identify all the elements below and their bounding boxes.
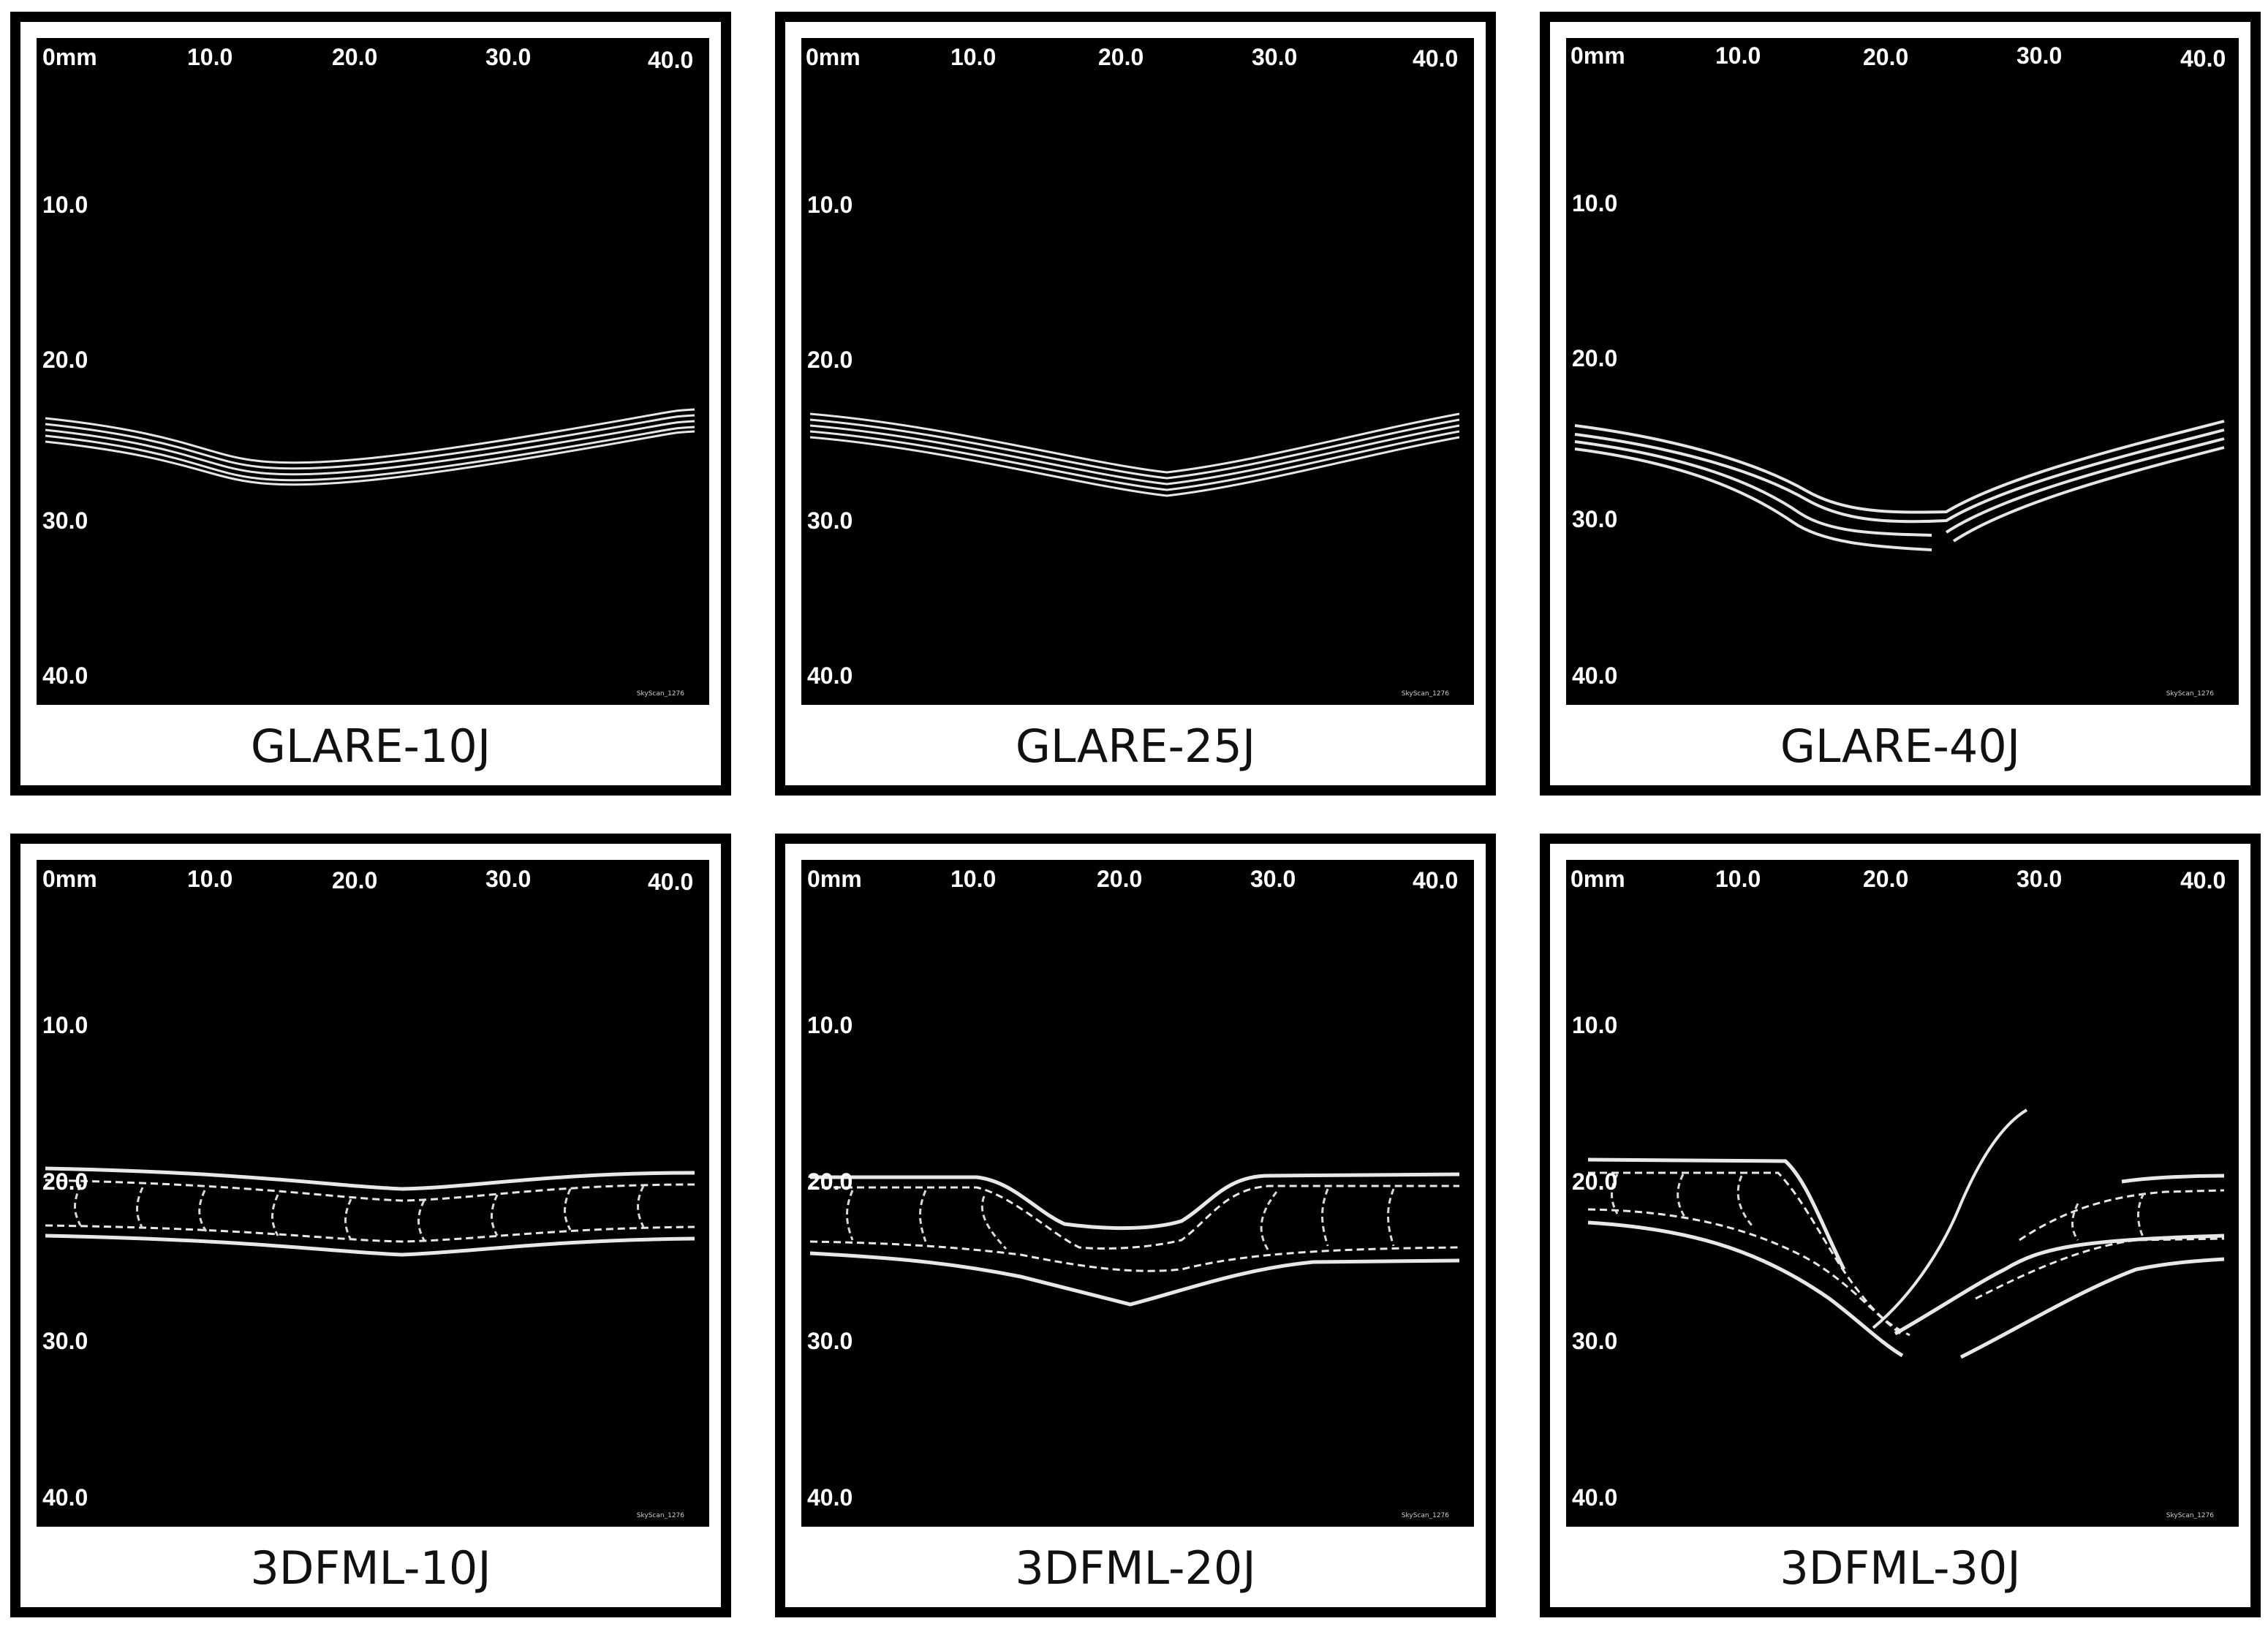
scanner-watermark: SkyScan_1276 bbox=[2166, 690, 2214, 698]
ct-cross-section bbox=[45, 408, 695, 486]
panel-3dfml-10j: 0mm 10.0 20.0 30.0 40.0 10.0 20.0 30.0 4… bbox=[10, 834, 731, 1617]
x-tick: 10.0 bbox=[950, 44, 997, 70]
panel-caption: 3DFML-10J bbox=[250, 1541, 491, 1595]
panel-3dfml-30j: 0mm 10.0 20.0 30.0 40.0 10.0 20.0 30.0 4… bbox=[1540, 834, 2261, 1617]
scanner-watermark: SkyScan_1276 bbox=[636, 1512, 684, 1519]
y-tick: 40.0 bbox=[42, 662, 88, 689]
y-tick: 30.0 bbox=[1572, 506, 1618, 532]
scanner-watermark: SkyScan_1276 bbox=[1401, 1512, 1449, 1519]
y-tick: 40.0 bbox=[807, 662, 853, 689]
y-tick: 10.0 bbox=[807, 1012, 853, 1038]
x-tick: 30.0 bbox=[2016, 866, 2063, 892]
y-tick: 30.0 bbox=[807, 507, 853, 534]
x-tick: 0mm bbox=[1570, 42, 1625, 69]
panel-caption: GLARE-25J bbox=[1015, 719, 1256, 773]
y-tick: 30.0 bbox=[1572, 1328, 1618, 1354]
panel-caption: 3DFML-20J bbox=[1015, 1541, 1256, 1595]
x-tick: 30.0 bbox=[1252, 44, 1298, 70]
panel-glare-10j: 0mm 10.0 20.0 30.0 40.0 10.0 20.0 30.0 4… bbox=[10, 12, 731, 796]
panel-glare-40j: 0mm 10.0 20.0 30.0 40.0 10.0 20.0 30.0 4… bbox=[1540, 12, 2261, 796]
ct-scan-image: 0mm 10.0 20.0 30.0 40.0 10.0 20.0 30.0 4… bbox=[801, 860, 1474, 1527]
y-tick: 10.0 bbox=[1572, 1012, 1618, 1038]
y-tick: 40.0 bbox=[42, 1484, 88, 1511]
x-tick: 30.0 bbox=[485, 44, 532, 70]
y-tick: 10.0 bbox=[42, 192, 88, 218]
ct-scan-image: 0mm 10.0 20.0 30.0 40.0 10.0 20.0 30.0 4… bbox=[37, 860, 709, 1527]
x-tick: 40.0 bbox=[648, 869, 694, 895]
x-tick: 20.0 bbox=[1098, 44, 1144, 70]
panel-caption: 3DFML-30J bbox=[1780, 1541, 2021, 1595]
x-tick: 0mm bbox=[42, 866, 97, 892]
x-tick: 10.0 bbox=[187, 866, 233, 892]
y-tick: 30.0 bbox=[807, 1328, 853, 1354]
x-tick: 10.0 bbox=[187, 44, 233, 70]
x-tick: 0mm bbox=[42, 44, 97, 70]
x-tick: 40.0 bbox=[2180, 45, 2226, 72]
y-tick: 20.0 bbox=[1572, 1168, 1618, 1195]
y-tick: 30.0 bbox=[42, 507, 88, 534]
ct-scan-image: 0mm 10.0 20.0 30.0 40.0 10.0 20.0 30.0 4… bbox=[1566, 38, 2239, 705]
x-tick: 0mm bbox=[806, 44, 861, 70]
ct-cross-section bbox=[809, 1172, 1460, 1307]
x-tick: 20.0 bbox=[332, 44, 378, 70]
x-tick: 10.0 bbox=[950, 866, 997, 892]
ct-scan-image: 0mm 10.0 20.0 30.0 40.0 10.0 20.0 30.0 4… bbox=[1566, 860, 2239, 1527]
y-tick: 40.0 bbox=[1572, 1484, 1618, 1511]
y-tick: 10.0 bbox=[1572, 190, 1618, 216]
y-tick: 40.0 bbox=[1572, 662, 1618, 689]
x-tick: 40.0 bbox=[1413, 45, 1459, 72]
ct-cross-section bbox=[45, 1166, 695, 1257]
y-tick: 10.0 bbox=[807, 192, 853, 218]
scanner-watermark: SkyScan_1276 bbox=[636, 690, 684, 698]
y-tick: 20.0 bbox=[807, 1168, 853, 1195]
x-tick: 20.0 bbox=[1863, 44, 1909, 70]
x-tick: 0mm bbox=[807, 866, 862, 892]
x-tick: 10.0 bbox=[1715, 866, 1761, 892]
scanner-watermark: SkyScan_1276 bbox=[2166, 1512, 2214, 1519]
y-tick: 20.0 bbox=[1572, 345, 1618, 371]
y-tick: 20.0 bbox=[42, 347, 88, 373]
y-tick: 20.0 bbox=[807, 347, 853, 373]
x-tick: 20.0 bbox=[1863, 866, 1909, 892]
x-tick: 30.0 bbox=[1250, 866, 1296, 892]
ct-scan-image: 0mm 10.0 20.0 30.0 40.0 10.0 20.0 30.0 4… bbox=[801, 38, 1474, 705]
x-tick: 30.0 bbox=[2016, 42, 2063, 69]
y-tick: 10.0 bbox=[42, 1012, 88, 1038]
panel-caption: GLARE-10J bbox=[250, 719, 491, 773]
x-tick: 10.0 bbox=[1715, 42, 1761, 69]
panel-caption: GLARE-40J bbox=[1780, 719, 2021, 773]
x-tick: 40.0 bbox=[1413, 867, 1459, 894]
panel-glare-25j: 0mm 10.0 20.0 30.0 40.0 10.0 20.0 30.0 4… bbox=[775, 12, 1496, 796]
x-tick: 20.0 bbox=[1097, 866, 1143, 892]
panel-3dfml-20j: 0mm 10.0 20.0 30.0 40.0 10.0 20.0 30.0 4… bbox=[775, 834, 1496, 1617]
y-tick: 40.0 bbox=[807, 1484, 853, 1511]
y-tick: 30.0 bbox=[42, 1328, 88, 1354]
x-tick: 20.0 bbox=[332, 867, 378, 894]
x-tick: 40.0 bbox=[2180, 867, 2226, 894]
ct-cross-section bbox=[1574, 420, 2225, 551]
ct-cross-section bbox=[809, 412, 1460, 497]
x-tick: 0mm bbox=[1570, 866, 1625, 892]
scanner-watermark: SkyScan_1276 bbox=[1401, 690, 1449, 698]
x-tick: 30.0 bbox=[485, 866, 532, 892]
ct-scan-image: 0mm 10.0 20.0 30.0 40.0 10.0 20.0 30.0 4… bbox=[37, 38, 709, 705]
y-tick: 20.0 bbox=[42, 1168, 88, 1195]
x-tick: 40.0 bbox=[648, 47, 694, 73]
ct-cross-section bbox=[1587, 1108, 2225, 1359]
